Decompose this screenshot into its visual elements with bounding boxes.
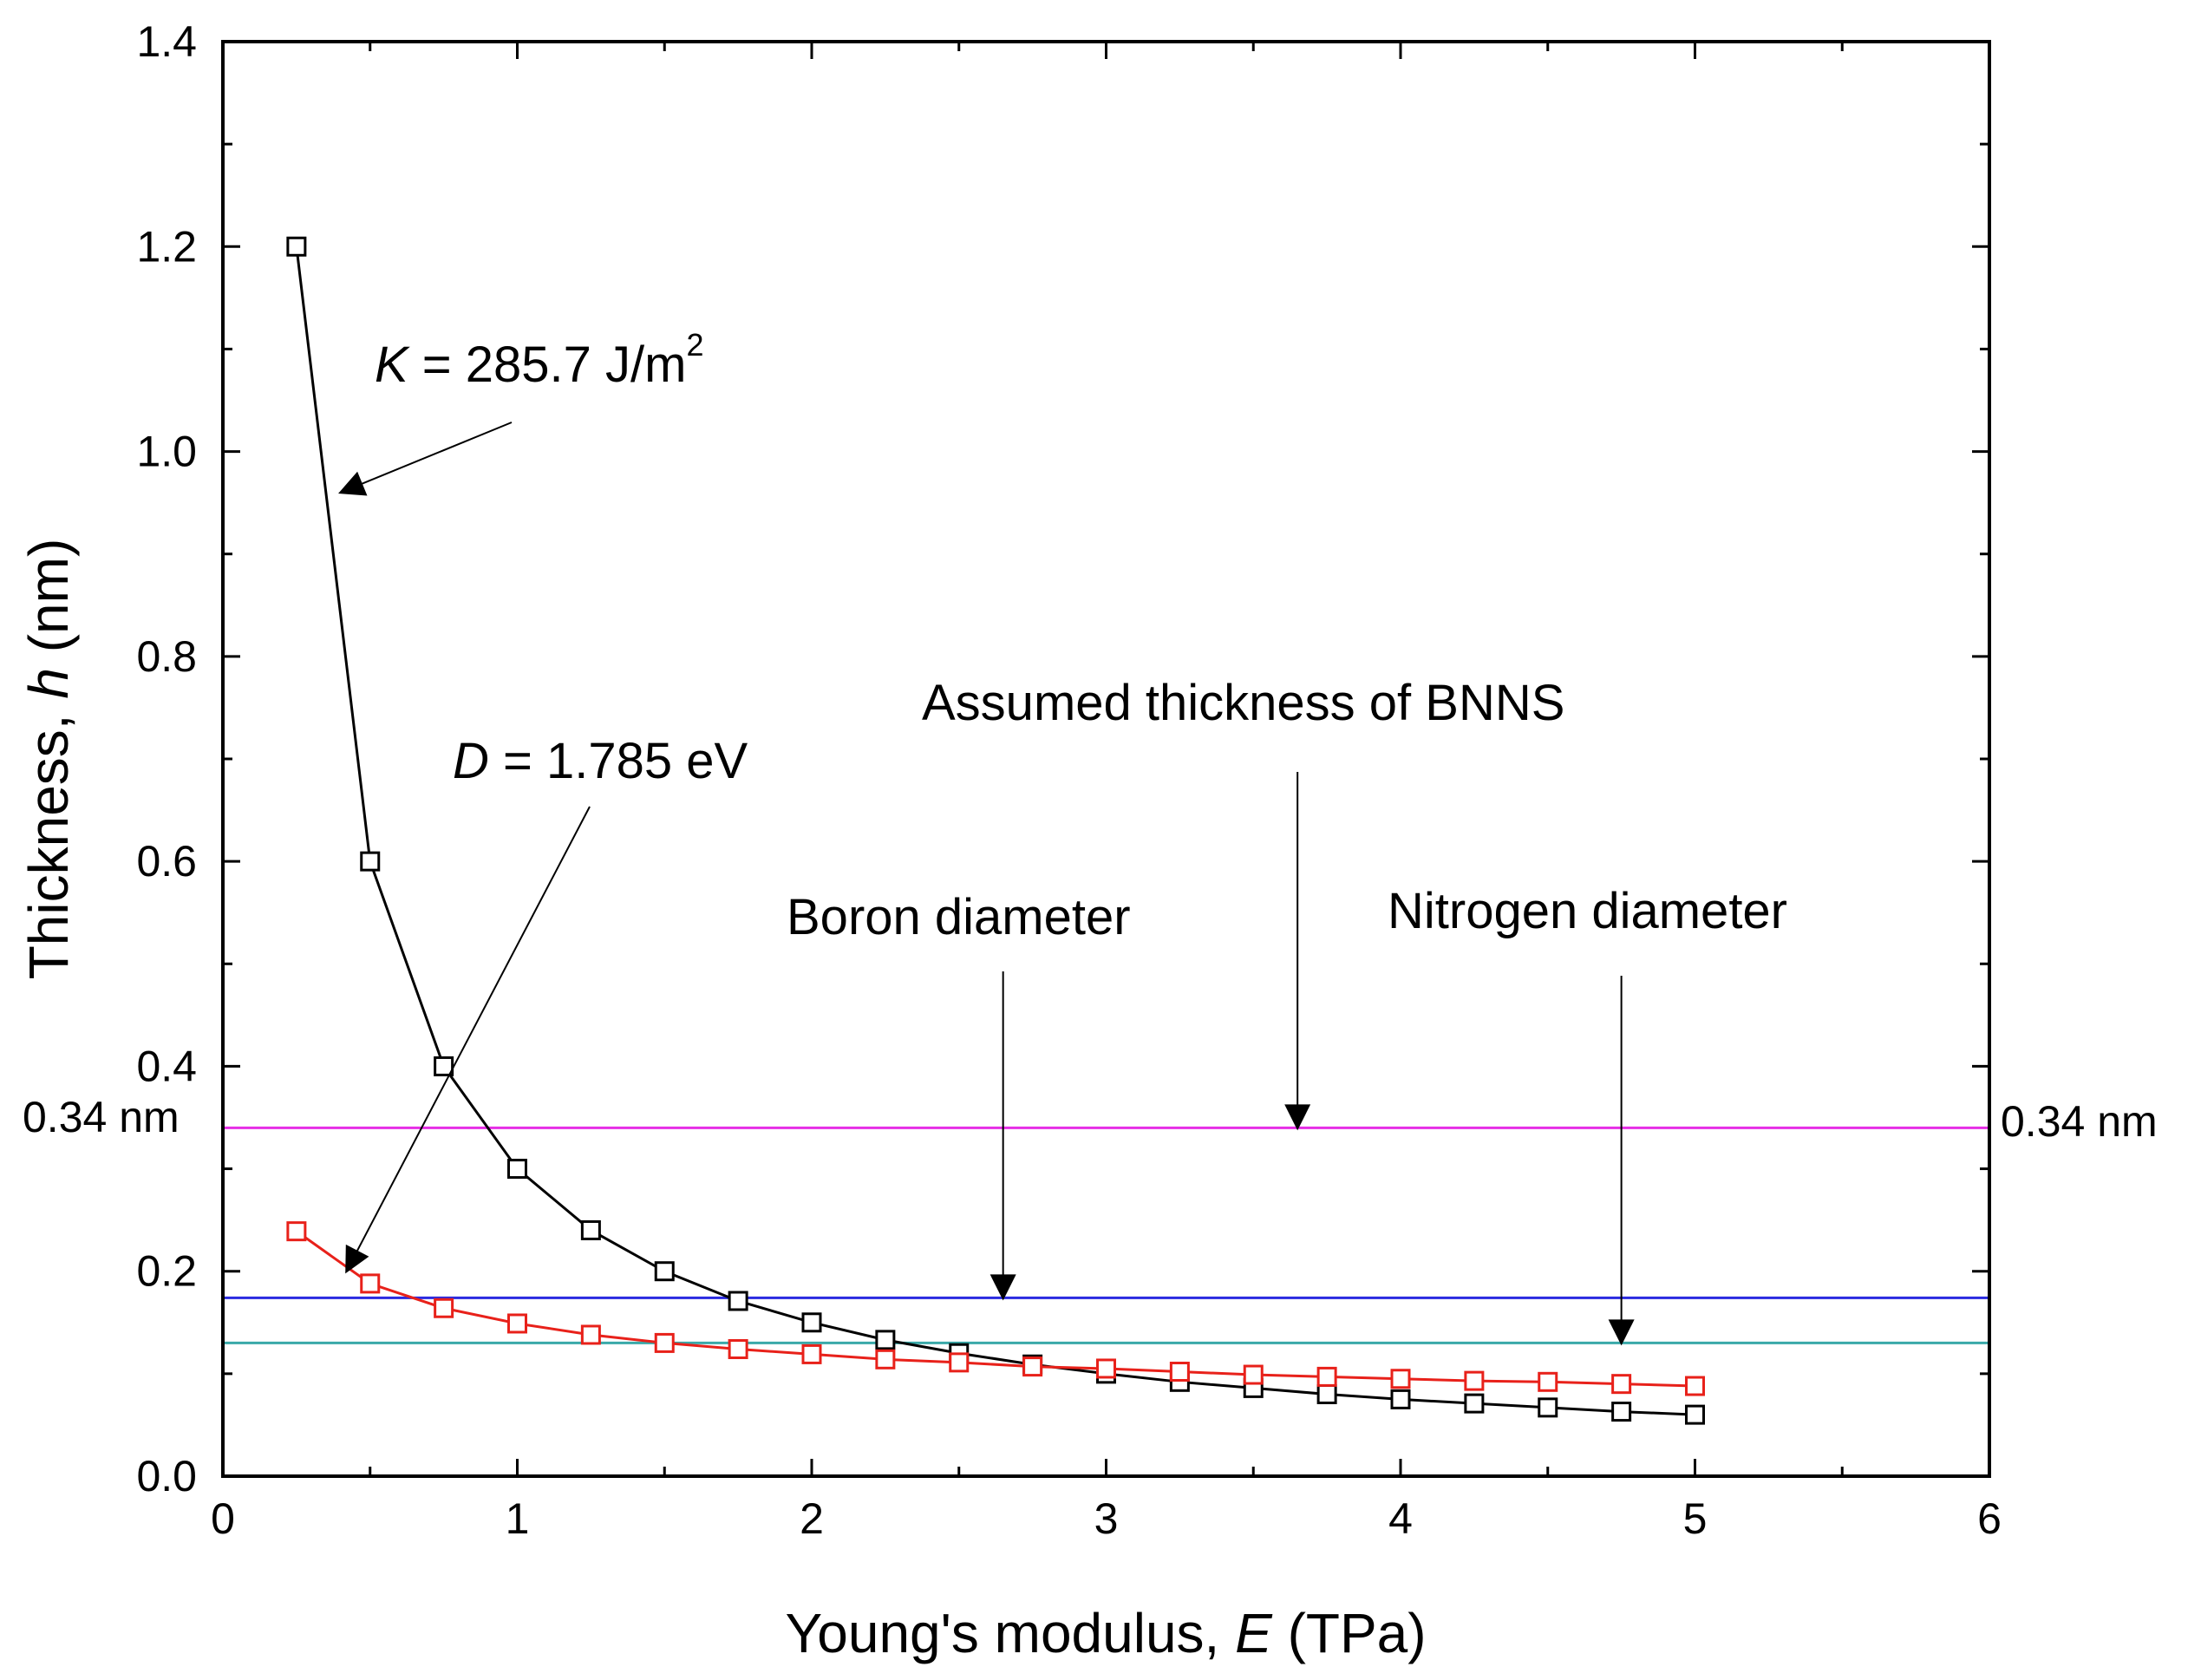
- assumed-thickness-label: Assumed thickness of BNNS: [922, 675, 1564, 731]
- x-axis-title-suffix: (TPa): [1272, 1602, 1427, 1664]
- data-point-d: [1685, 1376, 1705, 1396]
- x-tick-label: 3: [1094, 1494, 1119, 1543]
- x-tick-label: 6: [1977, 1494, 2002, 1543]
- data-point-k: [360, 851, 381, 872]
- x-axis-title-prefix: Young's modulus,: [785, 1602, 1235, 1664]
- data-point-d: [434, 1298, 454, 1318]
- x-axis-title-var: E: [1235, 1602, 1273, 1664]
- data-point-k: [1611, 1402, 1632, 1422]
- y-tick-label: 0.8: [136, 632, 197, 681]
- k-annotation-label: K = 285.7 J/m2: [375, 327, 704, 393]
- data-point-d: [360, 1273, 381, 1294]
- data-point-k: [507, 1159, 527, 1180]
- series-line-d: [296, 1230, 1695, 1388]
- x-tick-label: 2: [800, 1494, 824, 1543]
- y-tick-label: 0.0: [136, 1452, 197, 1500]
- d-annotation-text: = 1.785 eV: [489, 733, 748, 789]
- y-axis-title-prefix: Thickness,: [17, 699, 80, 980]
- data-point-k: [875, 1330, 896, 1350]
- data-point-d: [1464, 1370, 1485, 1391]
- data-point-d: [728, 1339, 748, 1360]
- d-annotation-label: D = 1.785 eV: [453, 733, 748, 789]
- data-point-d: [1611, 1374, 1632, 1395]
- y-axis-title-var: h: [17, 668, 80, 699]
- nitrogen-diameter-label: Nitrogen diameter: [1388, 883, 1787, 939]
- d-annotation-var: D: [453, 733, 489, 789]
- data-point-k: [728, 1291, 748, 1311]
- d-annotation-arrow: [345, 806, 591, 1274]
- data-point-d: [875, 1349, 896, 1369]
- x-tick-label: 5: [1683, 1494, 1708, 1543]
- y-tick-label: 0.2: [136, 1247, 197, 1296]
- k-annotation-sup: 2: [686, 327, 703, 363]
- data-point-d: [1169, 1361, 1190, 1382]
- x-axis-title: Young's modulus, E (TPa): [785, 1602, 1426, 1664]
- data-point-d: [654, 1332, 675, 1353]
- data-point-k: [434, 1056, 454, 1076]
- x-tick-label: 0: [211, 1494, 235, 1543]
- left-reference-label: 0.34 nm: [23, 1093, 180, 1141]
- y-tick-label: 0.6: [136, 837, 197, 886]
- y-tick-label: 0.4: [136, 1042, 197, 1090]
- data-point-d: [507, 1313, 527, 1334]
- x-tick-label: 1: [506, 1494, 530, 1543]
- data-point-k: [580, 1219, 601, 1240]
- data-point-k: [1390, 1389, 1411, 1409]
- data-point-k: [1316, 1383, 1337, 1404]
- data-point-d: [801, 1343, 822, 1364]
- data-point-k: [801, 1312, 822, 1333]
- data-point-d: [1243, 1364, 1264, 1385]
- data-point-d: [1022, 1356, 1043, 1377]
- k-annotation-var: K: [375, 337, 410, 393]
- y-tick-label: 1.4: [136, 17, 197, 66]
- series-line-k: [295, 246, 1695, 1416]
- data-point-d: [949, 1352, 970, 1373]
- data-point-k: [654, 1261, 675, 1282]
- data-point-k: [286, 236, 307, 257]
- right-reference-label: 0.34 nm: [2001, 1097, 2158, 1146]
- k-annotation-text: = 285.7 J/m: [408, 337, 687, 393]
- data-point-k: [1464, 1393, 1485, 1414]
- k-annotation-arrow: [338, 422, 513, 496]
- data-point-k: [1685, 1404, 1705, 1425]
- data-point-d: [580, 1324, 601, 1345]
- data-point-d: [286, 1221, 307, 1242]
- boron-diameter-label: Boron diameter: [787, 889, 1131, 945]
- data-point-d: [1096, 1358, 1116, 1379]
- x-tick-label: 4: [1388, 1494, 1413, 1543]
- y-axis-title: Thickness, h (nm): [17, 539, 80, 980]
- y-tick-label: 1.0: [136, 428, 197, 476]
- data-point-d: [1390, 1369, 1411, 1389]
- y-tick-label: 1.2: [136, 222, 197, 271]
- data-point-k: [1538, 1397, 1558, 1418]
- data-point-d: [1538, 1371, 1558, 1392]
- data-point-d: [1316, 1366, 1337, 1387]
- y-axis-title-suffix: (nm): [17, 539, 80, 668]
